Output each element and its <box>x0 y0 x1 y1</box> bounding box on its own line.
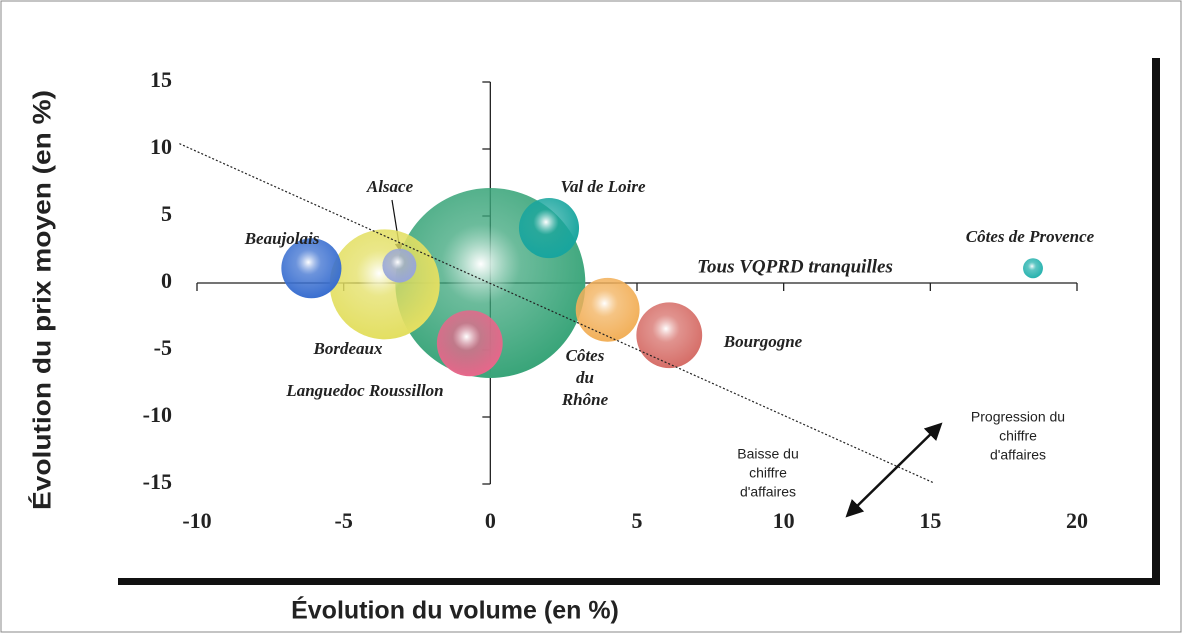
bubble-label: Tous VQPRD tranquilles <box>697 256 893 277</box>
bubble-label: Beaujolais <box>244 229 320 248</box>
y-tick-label: 5 <box>161 201 172 226</box>
annotation-line: chiffre <box>749 465 787 481</box>
bubble-label: Alsace <box>366 177 414 196</box>
bubble-label: Languedoc Roussillon <box>285 381 443 400</box>
x-tick-label: 20 <box>1066 508 1088 533</box>
bubble <box>1023 258 1043 279</box>
bubble-label: Bourgogne <box>723 332 803 351</box>
y-tick-label: -15 <box>143 469 172 494</box>
bubble <box>329 229 440 340</box>
bubble <box>636 302 703 369</box>
y-tick-label: -5 <box>154 335 172 360</box>
x-tick-label: 0 <box>485 508 496 533</box>
x-tick-label: -10 <box>182 508 211 533</box>
annotation-line: chiffre <box>999 428 1037 444</box>
x-tick-label: 5 <box>632 508 643 533</box>
bubble-label: Bordeaux <box>313 339 383 358</box>
y-tick-label: -10 <box>143 402 172 427</box>
y-tick-label: 0 <box>161 268 172 293</box>
bubble-label: Côtes du Rhône <box>561 346 609 409</box>
x-tick-label: 10 <box>773 508 795 533</box>
annotation-line: d'affaires <box>990 447 1046 463</box>
x-tick-label: -5 <box>335 508 353 533</box>
bubble <box>382 248 417 283</box>
x-axis-label: Évolution du volume (en %) <box>291 596 619 625</box>
double-arrow <box>845 422 943 518</box>
bubble <box>518 198 580 259</box>
trend-line <box>179 143 934 484</box>
bubble-label: Côtes de Provence <box>966 227 1095 246</box>
frame-shadow-bottom <box>118 578 1160 585</box>
y-tick-label: 10 <box>150 134 172 159</box>
bubble-label: Val de Loire <box>561 177 646 196</box>
x-tick-label: 15 <box>919 508 941 533</box>
frame-shadow-right <box>1152 58 1160 584</box>
y-axis-label: Évolution du prix moyen (en %) <box>28 90 57 510</box>
annotation-line: Baisse du <box>737 446 798 462</box>
annotation-line: Progression du <box>971 409 1065 425</box>
bubble <box>281 238 342 299</box>
y-tick-label: 15 <box>150 67 172 92</box>
bubble <box>575 277 640 342</box>
annotation-line: d'affaires <box>740 484 796 500</box>
bubble <box>436 310 503 377</box>
